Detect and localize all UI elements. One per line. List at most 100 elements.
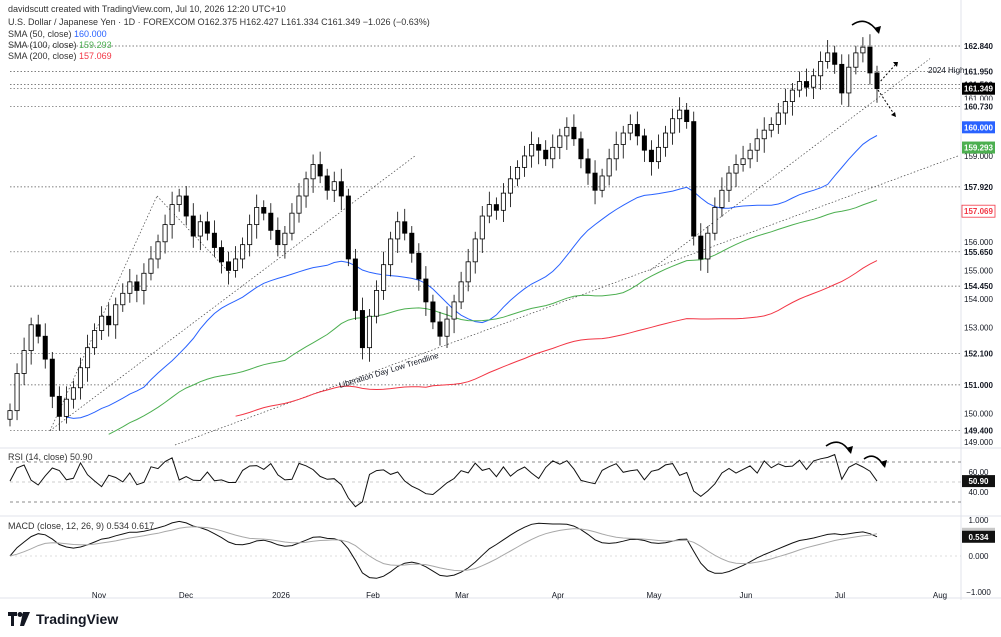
candle[interactable]	[500, 183, 506, 223]
candle[interactable]	[486, 191, 492, 224]
candle[interactable]	[366, 309, 373, 362]
candle[interactable]	[437, 311, 443, 346]
candle[interactable]	[261, 200, 267, 221]
candle[interactable]	[127, 268, 133, 303]
candle[interactable]	[754, 128, 760, 162]
candle[interactable]	[141, 263, 147, 305]
candle[interactable]	[63, 386, 69, 424]
candle[interactable]	[77, 357, 84, 400]
candle[interactable]	[571, 114, 577, 146]
candle[interactable]	[705, 226, 711, 273]
candle[interactable]	[289, 203, 295, 241]
candle[interactable]	[247, 214, 253, 257]
candle[interactable]	[557, 128, 563, 160]
candle[interactable]	[42, 323, 48, 369]
candle[interactable]	[444, 306, 450, 348]
candle[interactable]	[14, 363, 20, 421]
candle[interactable]	[465, 248, 471, 292]
candle[interactable]	[761, 117, 767, 153]
candle[interactable]	[275, 217, 281, 257]
candle[interactable]	[585, 148, 591, 185]
sma50-legend[interactable]: SMA (50, close) 160.000	[8, 29, 107, 39]
candle[interactable]	[867, 34, 873, 85]
candle[interactable]	[782, 88, 788, 125]
candle[interactable]	[529, 131, 535, 168]
candle[interactable]	[381, 251, 387, 300]
candle[interactable]	[451, 294, 457, 334]
candle[interactable]	[310, 154, 316, 193]
candle[interactable]	[825, 40, 831, 69]
candle[interactable]	[338, 168, 344, 211]
candle[interactable]	[698, 223, 704, 271]
sma200-legend[interactable]: SMA (200, close) 157.069	[8, 51, 112, 61]
candle[interactable]	[677, 97, 683, 133]
candle[interactable]	[550, 134, 556, 169]
candle[interactable]	[296, 183, 302, 223]
candle[interactable]	[592, 160, 598, 205]
candle[interactable]	[7, 403, 13, 427]
candle[interactable]	[458, 271, 464, 310]
candle[interactable]	[543, 140, 549, 166]
candle[interactable]	[183, 185, 189, 226]
candle[interactable]	[839, 54, 845, 105]
candle[interactable]	[811, 68, 817, 99]
candle[interactable]	[352, 248, 358, 320]
candle[interactable]	[218, 240, 224, 274]
candle[interactable]	[853, 45, 859, 75]
candle[interactable]	[28, 317, 34, 365]
candle[interactable]	[522, 145, 528, 177]
candle[interactable]	[564, 117, 570, 150]
candle[interactable]	[860, 37, 866, 63]
candle[interactable]	[345, 188, 351, 267]
candle[interactable]	[388, 231, 394, 277]
candle[interactable]	[395, 211, 401, 253]
candle[interactable]	[670, 108, 676, 145]
candle[interactable]	[796, 71, 802, 98]
rsi-legend[interactable]: RSI (14, close) 50.90	[8, 452, 93, 462]
candle[interactable]	[599, 168, 605, 198]
candle[interactable]	[324, 168, 330, 200]
candle[interactable]	[775, 102, 781, 134]
candle[interactable]	[648, 140, 654, 176]
candle[interactable]	[35, 314, 41, 344]
candle[interactable]	[409, 226, 415, 263]
candle[interactable]	[726, 165, 732, 203]
candle[interactable]	[423, 266, 429, 316]
candle[interactable]	[106, 303, 112, 337]
candle[interactable]	[479, 206, 485, 253]
candle[interactable]	[282, 226, 288, 259]
candle[interactable]	[254, 194, 260, 239]
candle[interactable]	[768, 117, 774, 138]
candle[interactable]	[803, 68, 810, 97]
candle[interactable]	[846, 54, 852, 107]
candle[interactable]	[197, 214, 203, 251]
tradingview-logo[interactable]: TradingView	[8, 611, 118, 627]
candle[interactable]	[317, 151, 323, 184]
candle[interactable]	[99, 306, 105, 340]
macd-legend[interactable]: MACD (close, 12, 26, 9) 0.534 0.617	[8, 521, 155, 531]
candle[interactable]	[21, 337, 27, 386]
candle[interactable]	[176, 188, 182, 212]
candle[interactable]	[113, 297, 119, 339]
candle[interactable]	[359, 297, 365, 360]
candle[interactable]	[204, 211, 210, 241]
candle[interactable]	[268, 203, 274, 240]
candle[interactable]	[430, 294, 436, 330]
candle[interactable]	[663, 125, 669, 157]
candle[interactable]	[620, 125, 626, 159]
candle[interactable]	[416, 243, 422, 291]
candle[interactable]	[874, 65, 880, 103]
candle[interactable]	[120, 283, 126, 312]
candle[interactable]	[493, 197, 499, 220]
candle[interactable]	[684, 102, 690, 129]
candle[interactable]	[374, 280, 380, 324]
candle[interactable]	[507, 165, 513, 208]
candle[interactable]	[240, 237, 246, 269]
candle[interactable]	[331, 171, 337, 203]
candle[interactable]	[162, 214, 168, 254]
candle[interactable]	[712, 197, 718, 241]
sma100-legend[interactable]: SMA (100, close) 159.293	[8, 40, 112, 50]
candle[interactable]	[402, 208, 408, 241]
candle[interactable]	[303, 171, 309, 208]
